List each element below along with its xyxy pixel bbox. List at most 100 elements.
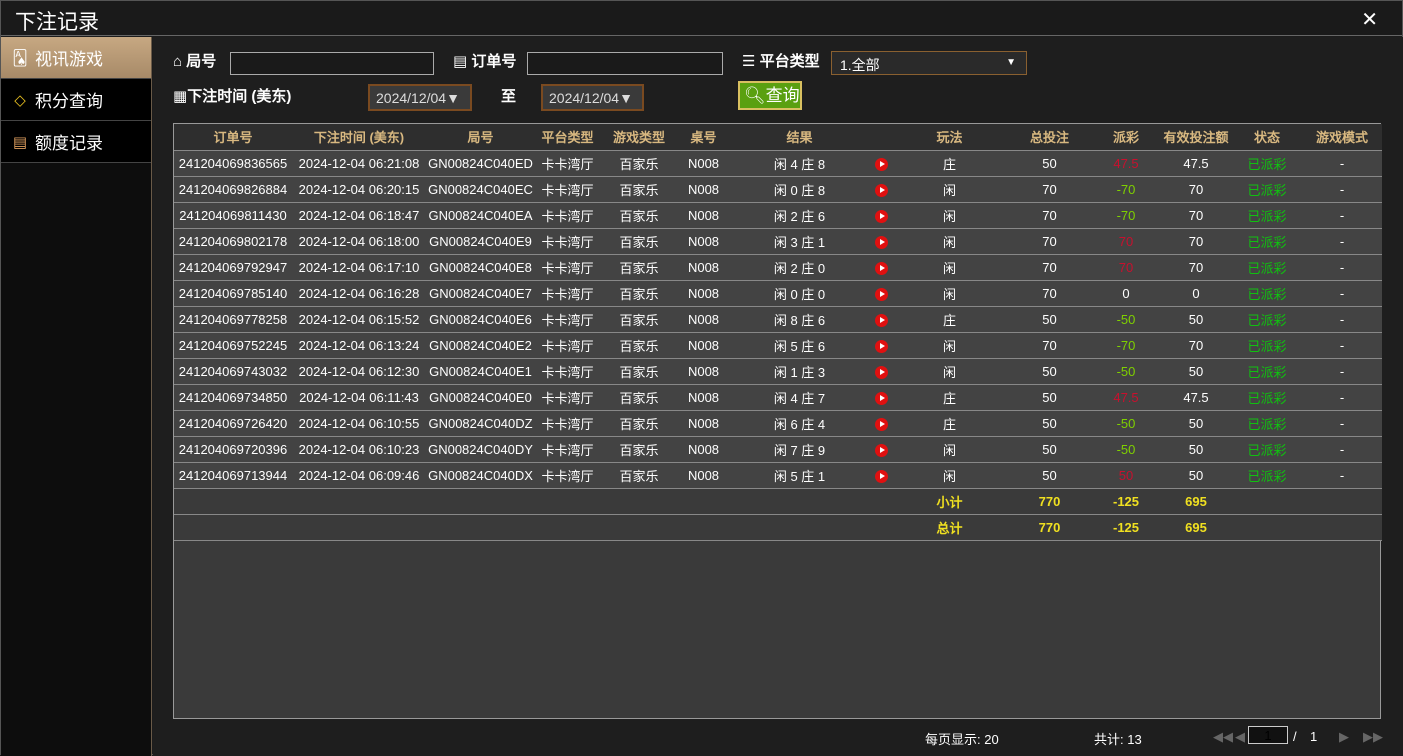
date-from[interactable]: 2024/12/04▼ xyxy=(368,84,472,111)
table-id: N008 xyxy=(678,306,729,333)
round-id: GN00824C040E0 xyxy=(426,384,535,411)
prev-page-icon[interactable]: ◀ xyxy=(1235,729,1245,744)
next-page-icon[interactable]: ▶ xyxy=(1339,729,1349,744)
bet-side: 庄 xyxy=(892,410,1007,437)
payout: 0 xyxy=(1092,280,1160,307)
play-icon[interactable] xyxy=(874,183,888,197)
order-input[interactable] xyxy=(527,52,723,75)
bet-side: 闲 xyxy=(892,462,1007,489)
replay-cell[interactable] xyxy=(870,202,892,229)
play-icon[interactable] xyxy=(874,365,888,379)
result: 闲 1 庄 3 xyxy=(729,358,870,385)
order-id: 241204069713944 xyxy=(174,462,292,489)
chevron-down-icon: ▼ xyxy=(1006,57,1016,68)
table-row: 241204069720396 2024-12-04 06:10:23 GN0082… xyxy=(174,436,1382,463)
replay-cell[interactable] xyxy=(870,228,892,255)
payout: -50 xyxy=(1092,436,1160,463)
status: 已派彩 xyxy=(1232,202,1302,229)
first-page-icon[interactable]: ◀◀ xyxy=(1213,729,1233,744)
table-row: 241204069743032 2024-12-04 06:12:30 GN0082… xyxy=(174,358,1382,385)
replay-cell[interactable] xyxy=(870,150,892,177)
table-id: N008 xyxy=(678,254,729,281)
table-id: N008 xyxy=(678,462,729,489)
total-bet: 70 xyxy=(1007,228,1092,255)
play-icon[interactable] xyxy=(874,287,888,301)
sidebar-item-credit[interactable]: ▤ 额度记录 xyxy=(1,121,151,163)
round-id: GN00824C040EA xyxy=(426,202,535,229)
sidebar: 🂡 视讯游戏 ◇ 积分查询 ▤ 额度记录 xyxy=(1,37,152,756)
result: 闲 0 庄 0 xyxy=(729,280,870,307)
round-input[interactable] xyxy=(230,52,434,75)
platform: 卡卡湾厅 xyxy=(535,202,600,229)
last-page-icon[interactable]: ▶▶ xyxy=(1363,729,1383,744)
replay-cell[interactable] xyxy=(870,384,892,411)
game-mode: - xyxy=(1302,306,1382,333)
bet-time: 2024-12-04 06:18:00 xyxy=(292,228,426,255)
valid-bet: 70 xyxy=(1160,202,1232,229)
replay-cell[interactable] xyxy=(870,254,892,281)
sidebar-item-points[interactable]: ◇ 积分查询 xyxy=(1,79,151,121)
replay-cell[interactable] xyxy=(870,176,892,203)
replay-cell[interactable] xyxy=(870,280,892,307)
replay-cell[interactable] xyxy=(870,410,892,437)
game-mode: - xyxy=(1302,150,1382,177)
platform-select[interactable]: 1.全部 ▼ xyxy=(831,51,1027,75)
sidebar-item-label: 积分查询 xyxy=(35,92,103,111)
replay-cell[interactable] xyxy=(870,332,892,359)
sidebar-item-live-games[interactable]: 🂡 视讯游戏 xyxy=(1,37,151,79)
round-id: GN00824C040E1 xyxy=(426,358,535,385)
play-icon[interactable] xyxy=(874,261,888,275)
bet-side: 闲 xyxy=(892,176,1007,203)
round-id: GN00824C040ED xyxy=(426,150,535,177)
main-panel: ⌂ 局号 ▤ 订单号 ☰ 平台类型 1.全部 ▼ ▦下注时间 (美东) 2024/… xyxy=(153,37,1403,756)
order-id: 241204069720396 xyxy=(174,436,292,463)
title-bar: 下注记录 ✕ xyxy=(1,1,1402,36)
valid-bet: 47.5 xyxy=(1160,384,1232,411)
table-id: N008 xyxy=(678,150,729,177)
bet-time: 2024-12-04 06:13:24 xyxy=(292,332,426,359)
play-icon[interactable] xyxy=(874,417,888,431)
play-icon[interactable] xyxy=(874,469,888,483)
table-row: 241204069752245 2024-12-04 06:13:24 GN0082… xyxy=(174,332,1382,359)
play-icon[interactable] xyxy=(874,209,888,223)
play-icon[interactable] xyxy=(874,313,888,327)
total-bet: 50 xyxy=(1007,462,1092,489)
valid-bet: 50 xyxy=(1160,462,1232,489)
play-icon[interactable] xyxy=(874,339,888,353)
play-icon[interactable] xyxy=(874,443,888,457)
table-id: N008 xyxy=(678,436,729,463)
replay-cell[interactable] xyxy=(870,462,892,489)
status: 已派彩 xyxy=(1232,462,1302,489)
total-bet: 50 xyxy=(1007,436,1092,463)
query-button[interactable]: 🔍︎查询 xyxy=(738,81,802,110)
replay-cell[interactable] xyxy=(870,358,892,385)
status: 已派彩 xyxy=(1232,358,1302,385)
valid-bet: 70 xyxy=(1160,176,1232,203)
search-icon: 🔍︎ xyxy=(744,86,766,105)
play-icon[interactable] xyxy=(874,391,888,405)
replay-cell[interactable] xyxy=(870,306,892,333)
valid-bet: 70 xyxy=(1160,228,1232,255)
game-mode: - xyxy=(1302,436,1382,463)
play-icon[interactable] xyxy=(874,157,888,171)
spacer xyxy=(174,488,892,515)
payout: -50 xyxy=(1092,410,1160,437)
game-type: 百家乐 xyxy=(600,176,678,203)
date-to[interactable]: 2024/12/04▼ xyxy=(541,84,644,111)
play-icon[interactable] xyxy=(874,235,888,249)
game-type: 百家乐 xyxy=(600,150,678,177)
close-icon[interactable]: ✕ xyxy=(1361,9,1378,31)
valid-bet: 50 xyxy=(1160,410,1232,437)
result: 闲 8 庄 6 xyxy=(729,306,870,333)
replay-cell[interactable] xyxy=(870,436,892,463)
order-id: 241204069811430 xyxy=(174,202,292,229)
platform: 卡卡湾厅 xyxy=(535,254,600,281)
page-input[interactable] xyxy=(1248,726,1288,744)
subtotal-payout: -125 xyxy=(1092,488,1160,515)
bet-time: 2024-12-04 06:17:10 xyxy=(292,254,426,281)
platform-label-text: 平台类型 xyxy=(759,53,820,70)
column-header: 桌号 xyxy=(678,124,729,151)
diamond-icon: ◇ xyxy=(14,91,26,109)
valid-bet: 50 xyxy=(1160,358,1232,385)
round-label: ⌂ 局号 xyxy=(173,50,216,71)
